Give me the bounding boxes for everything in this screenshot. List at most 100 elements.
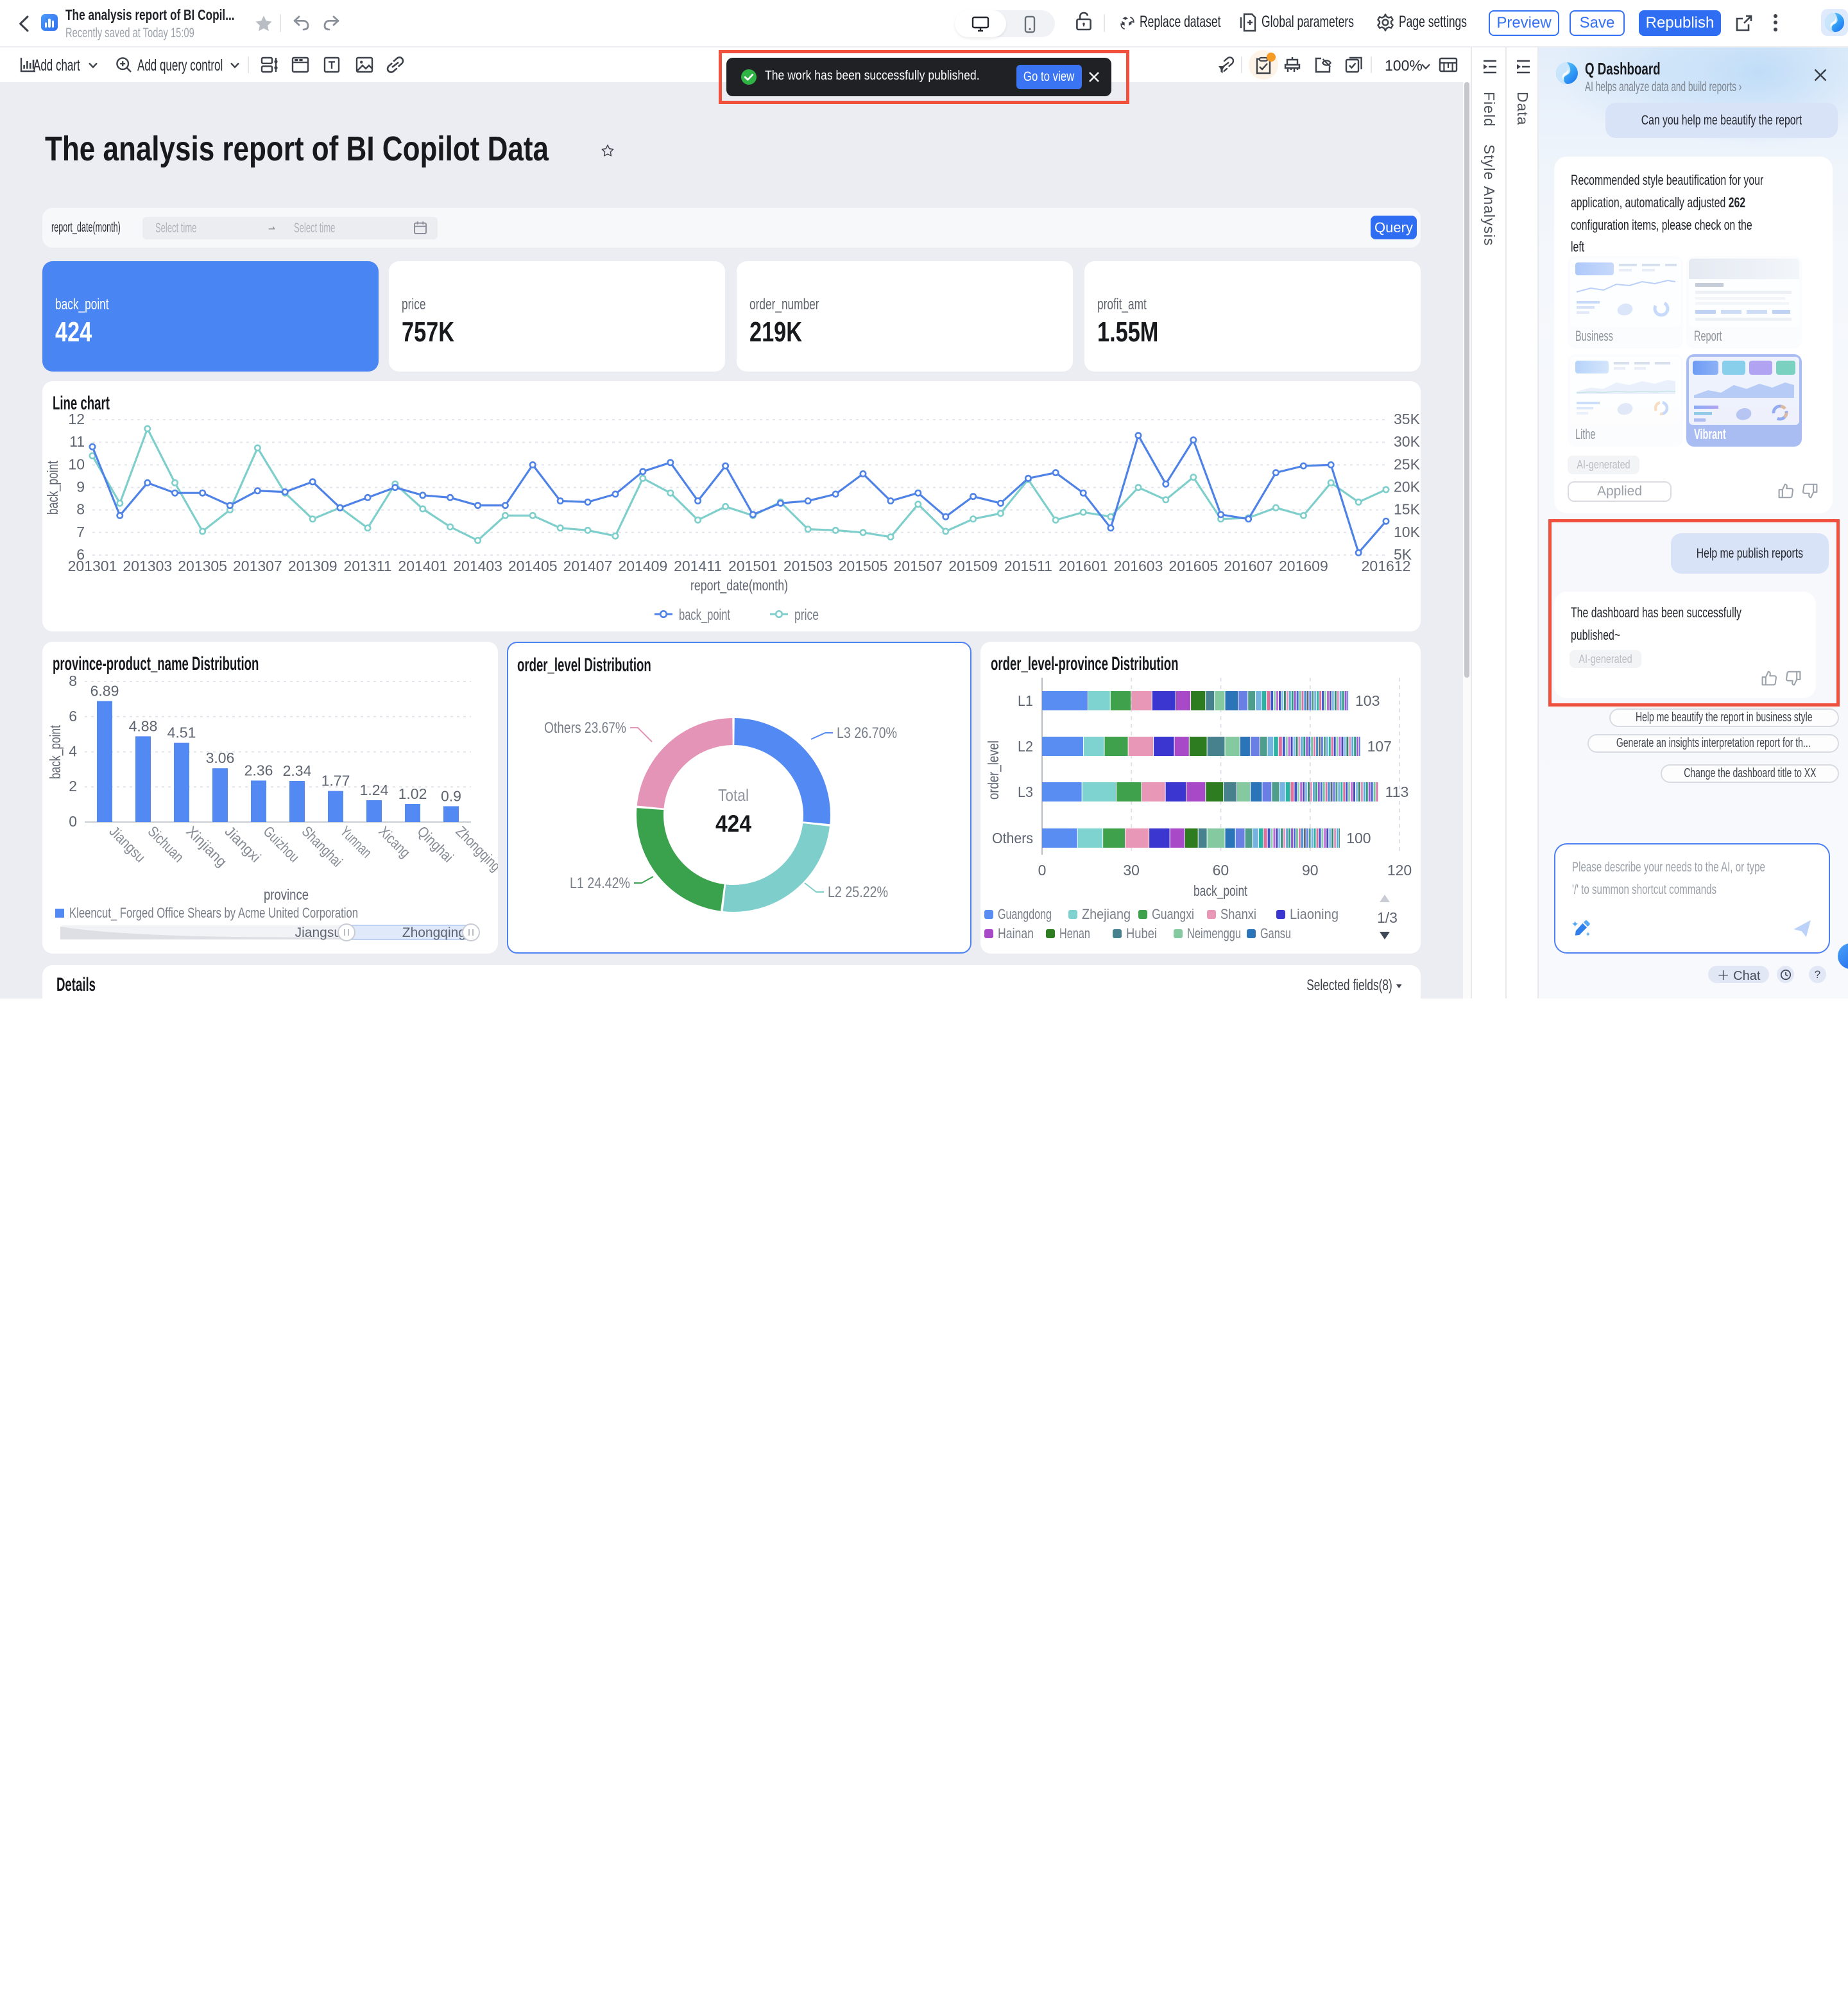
svg-text:201501: 201501: [728, 558, 778, 574]
svg-text:Zhongqing: Zhongqing: [402, 925, 466, 940]
svg-text:201503: 201503: [783, 558, 833, 574]
svg-text:2.36: 2.36: [244, 762, 273, 778]
svg-text:9: 9: [76, 478, 85, 495]
svg-text:10K: 10K: [1394, 524, 1421, 540]
svg-text:201509: 201509: [948, 558, 998, 574]
svg-text:Shanxi: Shanxi: [1220, 906, 1256, 922]
svg-text:price: price: [794, 606, 819, 624]
svg-text:4.88: 4.88: [129, 717, 158, 734]
svg-text:L3: L3: [1018, 784, 1033, 800]
svg-text:12: 12: [68, 411, 85, 427]
svg-text:Liaoning: Liaoning: [1290, 906, 1339, 922]
svg-text:4.51: 4.51: [167, 724, 196, 741]
svg-text:201303: 201303: [123, 558, 172, 574]
svg-text:90: 90: [1302, 862, 1319, 879]
svg-text:201301: 201301: [68, 558, 117, 574]
svg-text:10: 10: [68, 456, 85, 472]
svg-text:Xinjiang: Xinjiang: [183, 823, 230, 870]
svg-text:Guangdong: Guangdong: [998, 906, 1052, 922]
svg-text:1.77: 1.77: [321, 773, 350, 789]
svg-text:120: 120: [1387, 862, 1412, 879]
svg-text:L2: L2: [1018, 738, 1033, 755]
svg-text:25K: 25K: [1394, 456, 1421, 472]
svg-text:201605: 201605: [1168, 558, 1218, 574]
svg-text:1/3: 1/3: [1377, 909, 1398, 926]
svg-text:113: 113: [1385, 784, 1409, 800]
svg-text:201411: 201411: [674, 558, 722, 574]
svg-text:201403: 201403: [453, 558, 502, 574]
svg-text:201401: 201401: [398, 558, 447, 574]
svg-text:Guizhou: Guizhou: [260, 823, 302, 865]
svg-text:Jiangsu: Jiangsu: [106, 823, 148, 865]
svg-text:201309: 201309: [288, 558, 338, 574]
svg-text:5K: 5K: [1394, 546, 1412, 563]
svg-text:Sichuan: Sichuan: [144, 823, 187, 865]
svg-text:2.34: 2.34: [283, 762, 312, 779]
svg-text:7: 7: [76, 524, 85, 540]
svg-text:Zhejiang: Zhejiang: [1082, 906, 1131, 922]
svg-text:11: 11: [69, 433, 85, 450]
svg-text:30K: 30K: [1394, 433, 1421, 450]
svg-text:Others: Others: [992, 830, 1033, 846]
svg-text:Shanghai: Shanghai: [298, 823, 346, 870]
svg-text:201305: 201305: [178, 558, 227, 574]
svg-text:Xicang: Xicang: [375, 823, 413, 861]
svg-text:201603: 201603: [1114, 558, 1163, 574]
svg-text:L1 24.42%: L1 24.42%: [570, 875, 630, 892]
svg-text:back_point: back_point: [679, 606, 730, 624]
svg-text:back_point: back_point: [1194, 882, 1247, 899]
svg-text:424: 424: [715, 810, 751, 837]
svg-text:Others 23.67%: Others 23.67%: [544, 719, 626, 737]
svg-text:201507: 201507: [893, 558, 943, 574]
svg-text:20K: 20K: [1394, 478, 1421, 495]
svg-text:L1: L1: [1018, 692, 1033, 709]
svg-text:201607: 201607: [1224, 558, 1273, 574]
svg-text:back_point: back_point: [44, 461, 61, 515]
svg-text:Jiangsu: Jiangsu: [295, 925, 341, 940]
svg-text:100: 100: [1346, 830, 1371, 846]
svg-text:report_date(month): report_date(month): [690, 577, 788, 594]
svg-text:Qinghai: Qinghai: [414, 823, 456, 865]
svg-text:Total: Total: [718, 785, 749, 805]
svg-text:8: 8: [69, 673, 77, 689]
svg-text:201609: 201609: [1279, 558, 1328, 574]
svg-text:Guangxi: Guangxi: [1152, 906, 1194, 922]
svg-text:L3 26.70%: L3 26.70%: [837, 724, 897, 742]
svg-text:201505: 201505: [839, 558, 888, 574]
svg-text:Gansu: Gansu: [1260, 925, 1291, 941]
svg-text:1.02: 1.02: [398, 785, 427, 802]
svg-text:Henan: Henan: [1059, 925, 1090, 941]
svg-text:35K: 35K: [1394, 411, 1421, 427]
svg-text:Hubei: Hubei: [1126, 925, 1157, 941]
svg-text:Kleencut_ Forged Office Shears: Kleencut_ Forged Office Shears by Acme U…: [69, 905, 358, 921]
svg-text:3.06: 3.06: [206, 750, 235, 766]
svg-text:2: 2: [69, 778, 77, 794]
svg-text:0: 0: [69, 813, 77, 830]
svg-text:1.24: 1.24: [360, 782, 389, 798]
svg-text:Zhongqing: Zhongqing: [452, 823, 498, 875]
svg-text:0.9: 0.9: [441, 787, 461, 804]
svg-text:back_point: back_point: [47, 725, 64, 779]
svg-text:201405: 201405: [508, 558, 558, 574]
svg-text:4: 4: [69, 742, 77, 759]
svg-text:L2 25.22%: L2 25.22%: [828, 884, 888, 901]
svg-text:8: 8: [76, 501, 85, 518]
svg-text:201601: 201601: [1059, 558, 1108, 574]
svg-text:201612: 201612: [1362, 558, 1411, 574]
svg-text:6: 6: [69, 708, 77, 724]
svg-text:201407: 201407: [563, 558, 613, 574]
svg-text:201311: 201311: [343, 558, 391, 574]
svg-text:Neimenggu: Neimenggu: [1187, 925, 1241, 941]
svg-text:Hainan: Hainan: [998, 925, 1034, 941]
svg-text:6: 6: [76, 546, 85, 563]
svg-text:30: 30: [1123, 862, 1140, 879]
svg-text:6.89: 6.89: [90, 682, 119, 699]
svg-text:107: 107: [1367, 738, 1392, 755]
svg-text:201511: 201511: [1004, 558, 1052, 574]
svg-text:province: province: [264, 886, 309, 903]
svg-text:order_level: order_level: [985, 741, 1002, 800]
svg-text:15K: 15K: [1394, 501, 1421, 518]
svg-text:60: 60: [1213, 862, 1229, 879]
svg-text:201409: 201409: [618, 558, 667, 574]
svg-text:0: 0: [1038, 862, 1047, 879]
